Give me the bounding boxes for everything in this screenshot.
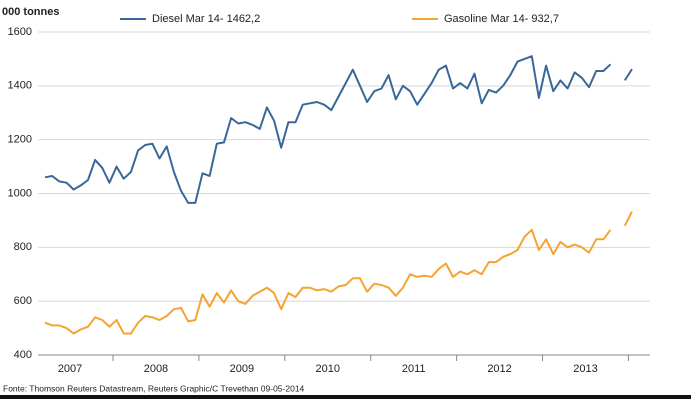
x-tick-label: 2008 xyxy=(144,363,168,375)
y-tick-label: 1600 xyxy=(8,26,32,38)
y-tick-label: 600 xyxy=(14,295,32,307)
x-tick-label: 2013 xyxy=(573,363,597,375)
y-tick-label: 1000 xyxy=(8,187,32,199)
y-tick-label: 800 xyxy=(14,241,32,253)
y-tick-label: 1200 xyxy=(8,134,32,146)
y-tick-label: 1400 xyxy=(8,80,32,92)
x-tick-label: 2011 xyxy=(402,363,426,375)
y-tick-label: 400 xyxy=(14,349,32,361)
x-tick-label: 2007 xyxy=(58,363,82,375)
x-tick-label: 2009 xyxy=(230,363,254,375)
legend-label: Diesel Mar 14- 1462,2 xyxy=(152,13,260,25)
y-axis-label: 000 tonnes xyxy=(2,6,59,18)
bottom-bar xyxy=(0,395,691,399)
legend-label: Gasoline Mar 14- 932,7 xyxy=(444,13,559,25)
x-tick-label: 2012 xyxy=(487,363,511,375)
x-tick-label: 2010 xyxy=(316,363,340,375)
line-series xyxy=(44,211,633,335)
line-series xyxy=(44,55,633,204)
source-note: Fonte: Thomson Reuters Datastream, Reute… xyxy=(3,383,305,393)
